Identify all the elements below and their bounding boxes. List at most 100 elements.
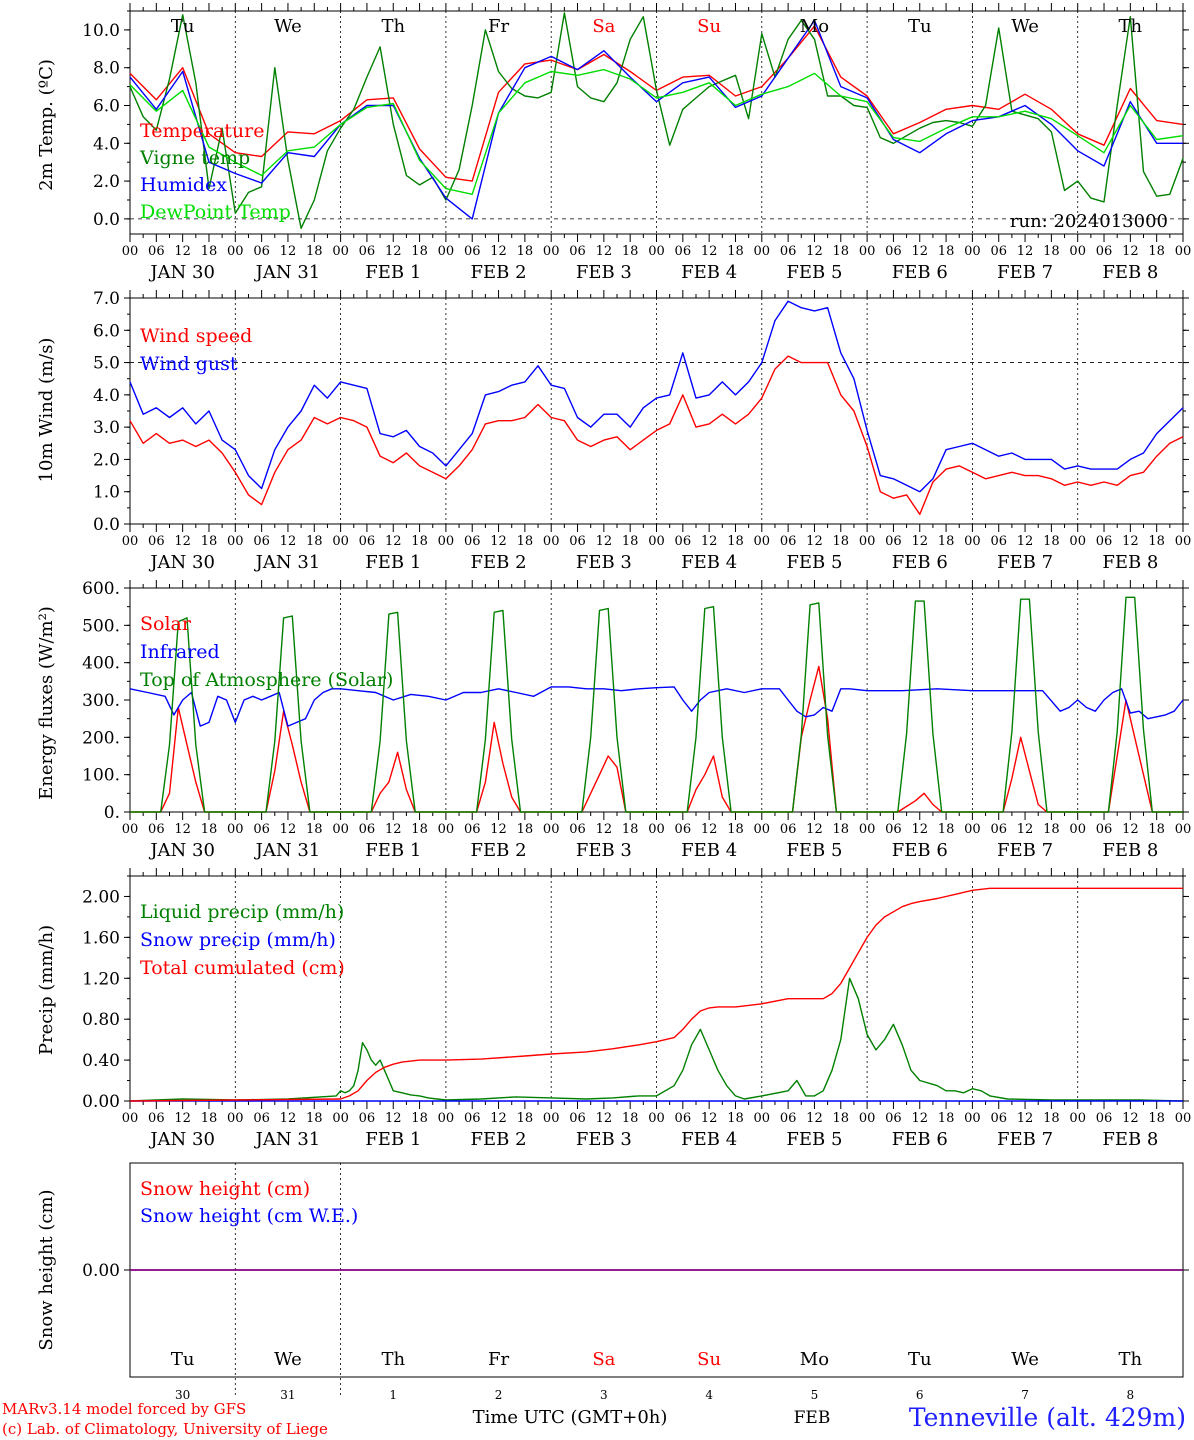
x-axis-label: Time UTC (GMT+0h)	[473, 1407, 668, 1428]
hour-tick-label: 00	[543, 1111, 560, 1126]
hour-tick-label: 00	[648, 244, 665, 259]
hour-tick-label: 12	[701, 822, 718, 837]
y-tick-label: 2.0	[93, 450, 120, 470]
weekday-label-bottom: Tu	[171, 1349, 195, 1370]
legend-entry: Snow height (cm)	[140, 1178, 310, 1200]
date-label: FEB 1	[365, 552, 421, 573]
hour-tick-label: 18	[201, 244, 218, 259]
date-label: FEB 7	[997, 262, 1053, 283]
day-number-label: 5	[811, 1388, 819, 1402]
hour-tick-label: 06	[1096, 244, 1113, 259]
hour-tick-label: 18	[727, 244, 744, 259]
y-tick-label: 7.0	[93, 289, 120, 309]
date-label: FEB 4	[681, 262, 737, 283]
hour-tick-label: 06	[148, 1111, 165, 1126]
weekday-label-bottom: Th	[1119, 1349, 1143, 1370]
hour-tick-label: 12	[806, 822, 823, 837]
date-label: JAN 30	[148, 1129, 215, 1150]
legend-entry: Infrared	[140, 641, 220, 663]
hour-tick-label: 06	[780, 534, 797, 549]
hour-tick-label: 18	[1148, 244, 1165, 259]
hour-tick-label: 12	[1017, 822, 1034, 837]
y-axis-label: Precip (mm/h)	[36, 925, 57, 1055]
hour-tick-label: 12	[911, 244, 928, 259]
weekday-label-bottom: Th	[381, 1349, 405, 1370]
date-label: FEB 6	[892, 262, 948, 283]
hour-tick-label: 12	[174, 822, 191, 837]
hour-tick-label: 12	[1017, 1111, 1034, 1126]
y-tick-label: 0.0	[93, 515, 120, 535]
hour-tick-label: 00	[1175, 244, 1192, 259]
day-number-label: 6	[916, 1388, 924, 1402]
weekday-label-bottom: We	[274, 1349, 302, 1370]
hour-tick-label: 06	[780, 822, 797, 837]
month-label: FEB	[794, 1408, 831, 1428]
hour-tick-label: 00	[648, 822, 665, 837]
weekday-label-bottom: Mo	[800, 1349, 829, 1370]
series-line-liquid-precip-mm-h-	[129, 977, 1184, 1102]
hour-tick-label: 18	[306, 1111, 323, 1126]
hour-tick-label: 18	[201, 534, 218, 549]
hour-tick-label: 12	[280, 244, 297, 259]
hour-tick-label: 00	[964, 1111, 981, 1126]
hour-tick-label: 00	[122, 244, 139, 259]
hour-tick-label: 00	[1069, 1111, 1086, 1126]
y-tick-label: 6.0	[93, 321, 120, 341]
hour-tick-label: 06	[464, 1111, 481, 1126]
date-label: FEB 5	[786, 840, 842, 861]
y-tick-label: 1.60	[82, 928, 120, 948]
hour-tick-label: 06	[148, 822, 165, 837]
y-tick-label: 4.0	[93, 134, 120, 154]
credit-line-2: (c) Lab. of Climatology, University of L…	[2, 1420, 328, 1438]
hour-tick-label: 00	[754, 822, 771, 837]
y-axis-label: Snow height (cm)	[36, 1189, 57, 1350]
hour-tick-label: 18	[1043, 822, 1060, 837]
hour-tick-label: 18	[1043, 244, 1060, 259]
y-tick-label: 6.0	[93, 96, 120, 116]
hour-tick-label: 18	[517, 534, 534, 549]
hour-tick-label: 00	[543, 534, 560, 549]
weekday-label-bottom: Sa	[592, 1349, 615, 1370]
hour-tick-label: 00	[227, 534, 244, 549]
hour-tick-label: 00	[859, 822, 876, 837]
weekday-label: We	[274, 16, 302, 37]
date-label: FEB 1	[365, 840, 421, 861]
day-number-label: 1	[389, 1388, 397, 1402]
hour-tick-label: 18	[1043, 1111, 1060, 1126]
hour-tick-label: 06	[675, 244, 692, 259]
weekday-label: Th	[1119, 16, 1143, 37]
hour-tick-label: 12	[596, 822, 613, 837]
y-tick-label: 600.	[82, 579, 120, 599]
panel-frame	[129, 297, 1184, 525]
y-tick-label: 200.	[82, 728, 120, 748]
hour-tick-label: 12	[596, 1111, 613, 1126]
hour-tick-label: 12	[596, 244, 613, 259]
hour-tick-label: 12	[385, 1111, 402, 1126]
hour-tick-label: 18	[622, 534, 639, 549]
hour-tick-label: 12	[701, 534, 718, 549]
y-tick-label: 4.0	[93, 386, 120, 406]
date-label: FEB 3	[576, 1129, 632, 1150]
hour-tick-label: 12	[385, 534, 402, 549]
day-number-label: 7	[1021, 1388, 1029, 1402]
date-label: JAN 31	[254, 552, 321, 573]
hour-tick-label: 00	[859, 534, 876, 549]
y-tick-label: 0.0	[93, 210, 120, 230]
hour-tick-label: 06	[464, 244, 481, 259]
y-tick-label: 5.0	[93, 354, 120, 374]
hour-tick-label: 18	[938, 244, 955, 259]
hour-tick-label: 00	[1175, 1111, 1192, 1126]
hour-tick-label: 00	[859, 244, 876, 259]
date-label: FEB 5	[786, 262, 842, 283]
hour-tick-label: 12	[911, 822, 928, 837]
series-line-top-of-atmosphere-solar-	[130, 596, 1183, 813]
hour-tick-label: 18	[411, 534, 428, 549]
hour-tick-label: 00	[332, 534, 349, 549]
day-number-label: 4	[705, 1388, 713, 1402]
hour-tick-label: 06	[675, 822, 692, 837]
y-tick-label: 0.80	[82, 1010, 120, 1030]
hour-tick-label: 06	[885, 534, 902, 549]
hour-tick-label: 12	[385, 822, 402, 837]
hour-tick-label: 06	[675, 1111, 692, 1126]
